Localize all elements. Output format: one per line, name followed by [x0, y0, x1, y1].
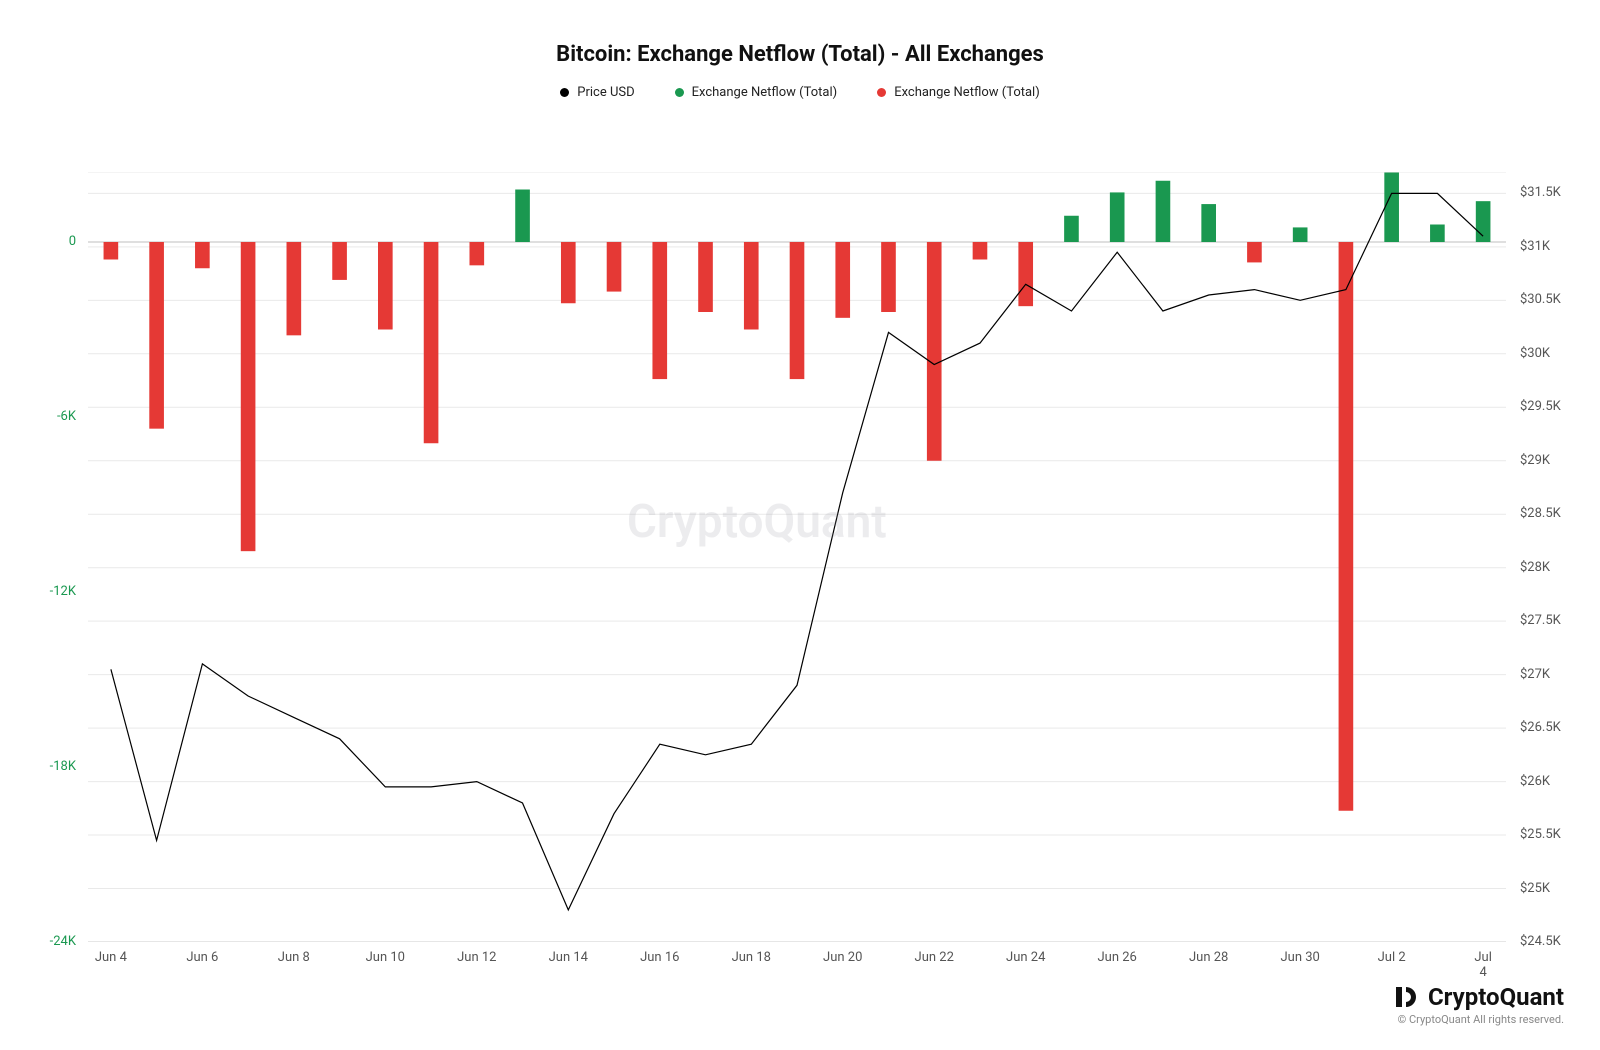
netflow-bar: [332, 242, 347, 280]
netflow-bar: [1018, 242, 1033, 306]
netflow-bar: [927, 242, 942, 461]
legend-item-netflow-pos: Exchange Netflow (Total): [675, 85, 838, 100]
x-tick-label: Jun 6: [186, 950, 218, 965]
brand-name: CryptoQuant: [1428, 983, 1564, 1011]
x-tick-label: Jun 8: [278, 950, 310, 965]
y-right-tick-label: $27.5K: [1520, 613, 1561, 628]
y-right-tick-label: $26.5K: [1520, 720, 1561, 735]
netflow-bar: [561, 242, 576, 303]
x-tick-label: Jun 12: [457, 950, 496, 965]
y-right-tick-label: $27K: [1520, 667, 1550, 682]
netflow-bar: [973, 242, 988, 260]
legend-item-netflow-neg: Exchange Netflow (Total): [877, 85, 1040, 100]
netflow-bar: [835, 242, 850, 318]
netflow-bar: [515, 190, 530, 243]
y-right-tick-label: $31.5K: [1520, 185, 1561, 200]
x-tick-label: Jul 2: [1378, 950, 1406, 965]
netflow-bar: [1064, 216, 1079, 242]
netflow-bar: [698, 242, 713, 312]
legend-dot: [877, 88, 886, 97]
x-tick-label: Jun 18: [732, 950, 771, 965]
y-right-tick-label: $25.5K: [1520, 827, 1561, 842]
legend-item-price: Price USD: [560, 85, 634, 100]
netflow-bar: [424, 242, 439, 443]
y-right-tick-label: $29.5K: [1520, 399, 1561, 414]
y-right-tick-label: $29K: [1520, 453, 1550, 468]
y-right-tick-label: $28.5K: [1520, 506, 1561, 521]
x-tick-label: Jun 30: [1280, 950, 1319, 965]
y-right-tick-label: $30K: [1520, 346, 1550, 361]
netflow-bar: [287, 242, 302, 335]
chart-title: Bitcoin: Exchange Netflow (Total) - All …: [0, 42, 1600, 67]
netflow-bar: [607, 242, 622, 292]
netflow-bar: [378, 242, 393, 330]
netflow-bar: [1201, 204, 1216, 242]
y-left-tick-label: -18K: [16, 759, 76, 774]
x-tick-label: Jun 20: [823, 950, 862, 965]
netflow-bar: [195, 242, 210, 268]
x-tick-label: Jun 24: [1006, 950, 1045, 965]
y-right-tick-label: $28K: [1520, 560, 1550, 575]
netflow-bar: [1247, 242, 1262, 262]
x-tick-label: Jun 22: [915, 950, 954, 965]
legend-label: Exchange Netflow (Total): [894, 85, 1040, 100]
y-right-tick-label: $24.5K: [1520, 934, 1561, 949]
y-left-tick-label: -6K: [16, 409, 76, 424]
legend-label: Price USD: [577, 85, 634, 100]
netflow-bar: [790, 242, 805, 379]
chart-svg: [88, 172, 1506, 942]
x-tick-label: Jun 26: [1098, 950, 1137, 965]
netflow-bar: [744, 242, 759, 330]
x-tick-label: Jun 28: [1189, 950, 1228, 965]
legend: Price USD Exchange Netflow (Total) Excha…: [0, 85, 1600, 100]
y-right-tick-label: $31K: [1520, 239, 1550, 254]
netflow-bar: [241, 242, 256, 551]
legend-label: Exchange Netflow (Total): [692, 85, 838, 100]
brand-block: CryptoQuant © CryptoQuant All rights res…: [1392, 983, 1564, 1026]
brand-copyright: © CryptoQuant All rights reserved.: [1392, 1013, 1564, 1026]
netflow-bar: [104, 242, 119, 260]
netflow-bar: [1156, 181, 1171, 242]
netflow-bar: [881, 242, 896, 312]
y-left-tick-label: -24K: [16, 934, 76, 949]
netflow-bar: [1110, 192, 1125, 242]
x-tick-label: Jun 10: [366, 950, 405, 965]
chart-plot: $31.5K$31K$30.5K$30K$29.5K$29K$28.5K$28K…: [88, 172, 1506, 942]
netflow-bar: [1384, 172, 1399, 242]
netflow-bar: [149, 242, 164, 429]
legend-dot: [675, 88, 684, 97]
x-tick-label: Jun 4: [95, 950, 127, 965]
y-left-tick-label: 0: [16, 234, 76, 249]
netflow-bar: [1430, 225, 1445, 243]
x-tick-label: Jun 16: [640, 950, 679, 965]
brand-logo-icon: [1392, 984, 1420, 1010]
x-tick-label: Jul 4: [1472, 950, 1495, 980]
y-right-tick-label: $26K: [1520, 774, 1550, 789]
netflow-bar: [1339, 242, 1354, 811]
netflow-bar: [652, 242, 667, 379]
netflow-bar: [469, 242, 484, 265]
x-tick-label: Jun 14: [549, 950, 588, 965]
y-right-tick-label: $30.5K: [1520, 292, 1561, 307]
y-left-tick-label: -12K: [16, 584, 76, 599]
y-right-tick-label: $25K: [1520, 881, 1550, 896]
netflow-bar: [1293, 227, 1308, 242]
legend-dot: [560, 88, 569, 97]
